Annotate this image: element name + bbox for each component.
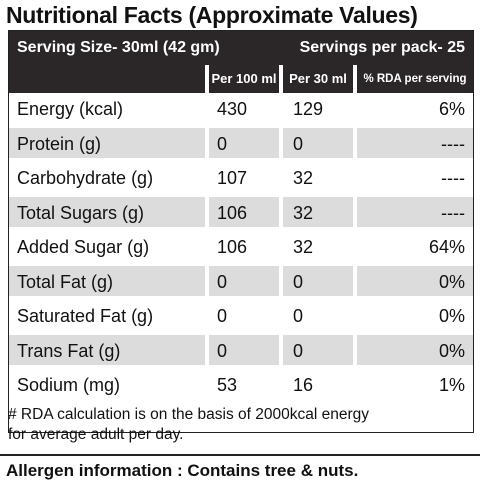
value-rda: 0%	[438, 306, 465, 326]
value-per30: 32	[293, 202, 314, 223]
table-row: Protein (g) 0 0 ----	[9, 127, 473, 162]
column-header-per30: Per 30 ml	[283, 65, 353, 93]
value-rda: ----	[441, 168, 465, 188]
nutrient-name: Protein (g)	[17, 133, 102, 154]
value-rda: ----	[441, 202, 465, 223]
value-per100: 106	[217, 237, 248, 257]
value-per100: 0	[217, 271, 228, 292]
row-shade	[283, 127, 353, 158]
row-shade	[209, 127, 279, 158]
value-rda: 0%	[438, 271, 465, 292]
nutrient-name: Carbohydrate (g)	[17, 168, 154, 188]
nutrition-table: Serving Size- 30ml (42 gm) Servings per …	[8, 30, 474, 433]
value-rda: ----	[441, 133, 465, 154]
table-row: Total Sugars (g) 106 32 ----	[9, 196, 473, 231]
row-shade	[357, 127, 473, 158]
value-per100: 0	[217, 306, 228, 326]
value-rda: 0%	[438, 340, 465, 361]
value-per30: 0	[293, 271, 304, 292]
value-per100: 106	[217, 202, 248, 223]
row-shade	[9, 127, 205, 158]
nutrient-name: Saturated Fat (g)	[17, 306, 154, 326]
table-row: Energy (kcal) 430 129 6%	[9, 93, 473, 127]
rda-note-line1: # RDA calculation is on the basis of 200…	[8, 406, 370, 423]
row-shade	[283, 265, 353, 296]
nutrient-name: Total Sugars (g)	[17, 202, 145, 223]
row-shade	[209, 265, 279, 296]
value-per30: 0	[293, 133, 304, 154]
nutrient-name: Energy (kcal)	[17, 99, 124, 119]
value-rda: 6%	[438, 99, 465, 119]
nutrient-name: Sodium (mg)	[17, 375, 121, 395]
serving-size: Serving Size- 30ml (42 gm)	[17, 39, 220, 56]
value-per30: 0	[293, 340, 304, 361]
page-title: Nutritional Facts (Approximate Values)	[6, 2, 418, 28]
table-row: Carbohydrate (g) 107 32 ----	[9, 162, 473, 196]
table-row: Saturated Fat (g) 0 0 0%	[9, 300, 473, 334]
column-header-per100: Per 100 ml	[209, 65, 279, 93]
divider	[0, 454, 480, 456]
value-rda: 1%	[438, 375, 465, 395]
row-shade	[9, 196, 205, 227]
row-shade	[283, 334, 353, 365]
table-row: Added Sugar (g) 106 32 64%	[9, 231, 473, 265]
value-per30: 129	[293, 99, 324, 119]
row-shade	[9, 265, 205, 296]
row-shade	[283, 196, 353, 227]
value-rda: 64%	[428, 237, 465, 257]
value-per30: 32	[293, 168, 314, 188]
row-shade	[209, 334, 279, 365]
column-header-row: Per 100 ml Per 30 ml % RDA per serving	[9, 65, 473, 93]
table-row: Sodium (mg) 53 16 1%	[9, 369, 473, 403]
rda-note: # RDA calculation is on the basis of 200…	[8, 405, 474, 445]
nutrient-name: Total Fat (g)	[17, 271, 114, 292]
row-shade	[9, 334, 205, 365]
value-per100: 53	[217, 375, 238, 395]
column-header-rda: % RDA per serving	[357, 65, 473, 93]
value-per30: 0	[293, 306, 304, 326]
value-per100: 0	[217, 133, 228, 154]
row-shade	[357, 196, 473, 227]
column-header-blank	[9, 65, 205, 93]
row-shade	[357, 265, 473, 296]
rda-note-line2: for average adult per day.	[8, 426, 184, 443]
row-shade	[209, 196, 279, 227]
allergen-info: Allergen information : Contains tree & n…	[6, 461, 359, 480]
table-row: Total Fat (g) 0 0 0%	[9, 265, 473, 300]
row-shade	[357, 334, 473, 365]
value-per100: 430	[217, 99, 248, 119]
nutrient-name: Trans Fat (g)	[17, 340, 121, 361]
value-per100: 0	[217, 340, 228, 361]
table-row: Trans Fat (g) 0 0 0%	[9, 334, 473, 369]
nutrient-name: Added Sugar (g)	[17, 237, 150, 257]
value-per30: 16	[293, 375, 314, 395]
value-per30: 32	[293, 237, 314, 257]
servings-per-pack: Servings per pack- 25	[299, 39, 465, 56]
value-per100: 107	[217, 168, 248, 188]
serving-header: Serving Size- 30ml (42 gm) Servings per …	[9, 31, 473, 65]
